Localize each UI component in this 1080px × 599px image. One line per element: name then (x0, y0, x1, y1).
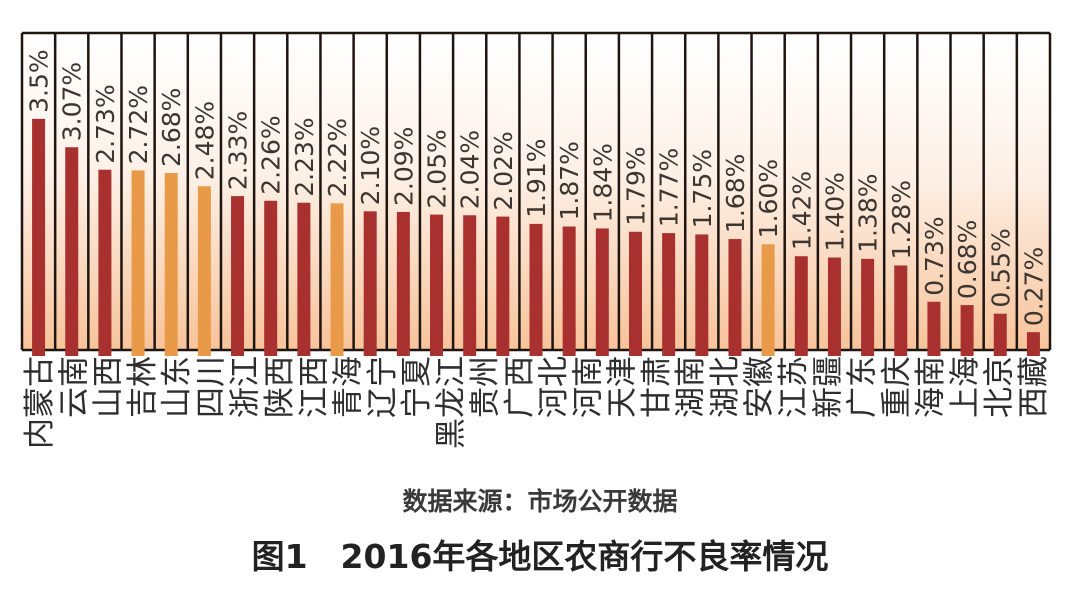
bar (595, 228, 609, 356)
bar-chart: 3.5% 3.07% 2.73% 2.72% 2.68% 2.48% 2.33% 2.26% 2… (20, 31, 1052, 449)
bar (894, 265, 908, 356)
bar-value-label: 1.38% (854, 173, 883, 252)
bar (264, 200, 278, 356)
bar-value-label: 2.22% (323, 118, 352, 197)
bar (562, 226, 576, 356)
bar-value-label: 2.68% (157, 88, 186, 167)
bar-value-label: 2.73% (91, 84, 120, 163)
category-label: 上海 (947, 356, 983, 418)
category-label: 湖北 (707, 356, 743, 418)
category-label: 甘肃 (639, 356, 675, 418)
bar (761, 244, 775, 356)
bar (960, 305, 974, 356)
bar-value-label: 2.04% (456, 130, 485, 209)
bar-value-label: 1.91% (522, 138, 551, 217)
category-label: 青海 (331, 356, 367, 418)
category-label: 吉林 (125, 356, 161, 418)
bar-value-label: 0.27% (1019, 247, 1048, 326)
bar (330, 203, 344, 356)
bar-value-label: 2.10% (356, 126, 385, 205)
bar-value-label: 2.02% (489, 131, 518, 210)
bar-value-label: 3.5% (25, 49, 54, 113)
category-label: 广西 (502, 356, 538, 418)
category-label: 浙江 (228, 356, 264, 418)
bar-value-label: 2.33% (224, 111, 253, 190)
bar-value-label: 1.42% (787, 171, 816, 250)
bar-value-label: 1.77% (655, 148, 684, 227)
category-label: 河南 (570, 356, 606, 418)
bar (396, 211, 410, 356)
category-label: 江西 (296, 356, 332, 418)
category-label: 广东 (845, 356, 881, 418)
bar-value-label: 1.87% (555, 141, 584, 220)
category-label: 安徽 (742, 356, 778, 418)
category-label: 河北 (536, 356, 572, 418)
bar-value-label: 1.79% (621, 146, 650, 225)
bar (131, 170, 145, 356)
bar (861, 258, 875, 356)
bar-value-label: 0.55% (986, 228, 1015, 307)
bar-value-label: 0.68% (953, 220, 982, 299)
category-label: 海南 (913, 356, 949, 418)
category-label: 天津 (605, 356, 641, 418)
bar (529, 223, 543, 356)
bar-value-label: 2.05% (423, 129, 452, 208)
bar (363, 211, 377, 356)
category-label: 宁夏 (399, 356, 435, 418)
bar (927, 301, 941, 356)
bar (695, 234, 709, 356)
bar-value-label: 2.09% (389, 127, 418, 206)
category-label: 内蒙古 (22, 356, 58, 449)
bar-value-label: 2.48% (190, 101, 219, 180)
bar-value-label: 1.60% (754, 159, 783, 238)
bar-value-label: 2.26% (257, 115, 286, 194)
chart-title: 图1 2016年各地区农商行不良率情况 (251, 537, 829, 576)
category-label: 黑龙江 (433, 356, 469, 449)
bar (628, 231, 642, 356)
category-label: 山东 (159, 356, 195, 418)
bar (827, 257, 841, 356)
bar (65, 147, 79, 356)
bar (32, 118, 46, 357)
bar (430, 214, 444, 356)
category-label: 四川 (193, 356, 229, 418)
category-label: 辽宁 (365, 356, 401, 418)
bar (297, 202, 311, 356)
category-label: 江苏 (776, 356, 812, 418)
category-label: 山西 (91, 356, 127, 418)
bar-value-label: 1.75% (688, 149, 717, 228)
data-source-note: 数据来源：市场公开数据 (402, 487, 678, 516)
category-label: 西藏 (1016, 356, 1052, 418)
bar (164, 173, 178, 356)
bar-value-label: 1.84% (588, 143, 617, 222)
category-label: 重庆 (879, 356, 915, 418)
bar (98, 169, 112, 356)
category-label: 北京 (982, 356, 1018, 418)
category-label: 陕西 (262, 356, 298, 418)
category-label: 云南 (56, 356, 92, 418)
bar (463, 215, 477, 356)
bar-value-label: 1.68% (721, 154, 750, 233)
bar (231, 196, 245, 356)
category-label: 新疆 (810, 356, 846, 418)
category-label: 湖南 (673, 356, 709, 418)
bar-value-label: 1.40% (820, 172, 849, 251)
bar-value-label: 0.73% (920, 216, 949, 295)
bar (662, 233, 676, 356)
bar (197, 186, 211, 356)
bar (728, 239, 742, 356)
category-label: 贵州 (468, 356, 504, 418)
bar (993, 313, 1007, 356)
bar-value-label: 2.72% (124, 85, 153, 164)
bar (1026, 332, 1040, 356)
bar-value-label: 2.23% (290, 117, 319, 196)
bar (794, 256, 808, 356)
bar-value-label: 3.07% (58, 62, 87, 141)
bar (496, 216, 510, 356)
bar-value-label: 1.28% (887, 180, 916, 259)
